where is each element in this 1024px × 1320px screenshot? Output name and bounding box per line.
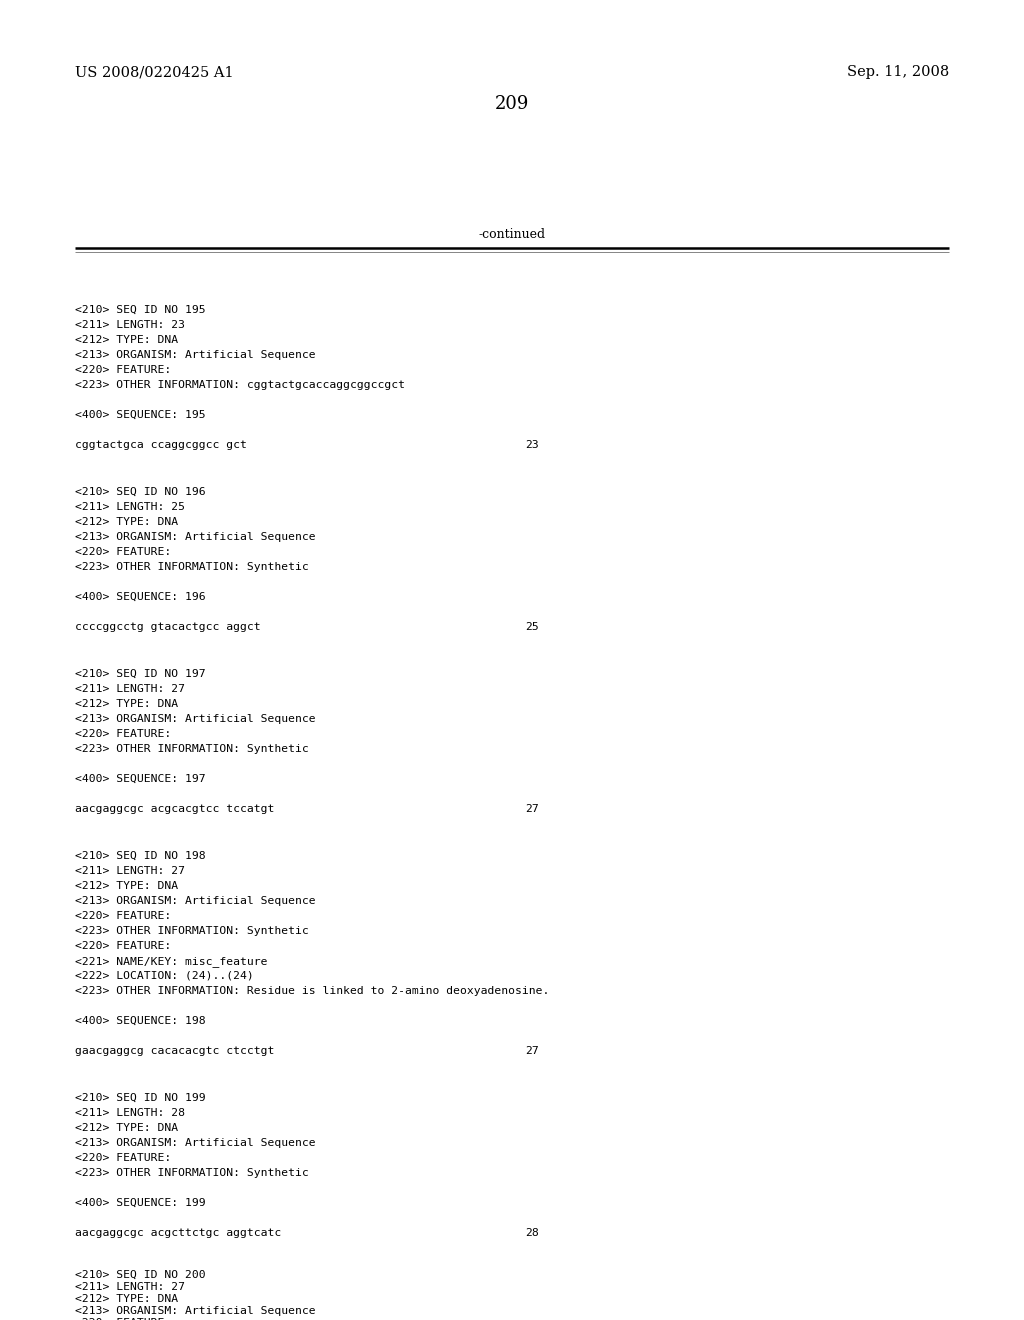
Text: aacgaggcgc acgcacgtcc tccatgt: aacgaggcgc acgcacgtcc tccatgt xyxy=(75,804,274,814)
Text: <210> SEQ ID NO 198: <210> SEQ ID NO 198 xyxy=(75,851,206,861)
Text: ccccggcctg gtacactgcc aggct: ccccggcctg gtacactgcc aggct xyxy=(75,622,261,632)
Text: <221> NAME/KEY: misc_feature: <221> NAME/KEY: misc_feature xyxy=(75,956,267,968)
Text: <213> ORGANISM: Artificial Sequence: <213> ORGANISM: Artificial Sequence xyxy=(75,1138,315,1148)
Text: 23: 23 xyxy=(525,440,539,450)
Text: <212> TYPE: DNA: <212> TYPE: DNA xyxy=(75,517,178,527)
Text: <213> ORGANISM: Artificial Sequence: <213> ORGANISM: Artificial Sequence xyxy=(75,350,315,360)
Text: <222> LOCATION: (24)..(24): <222> LOCATION: (24)..(24) xyxy=(75,972,254,981)
Text: <210> SEQ ID NO 199: <210> SEQ ID NO 199 xyxy=(75,1093,206,1104)
Text: US 2008/0220425 A1: US 2008/0220425 A1 xyxy=(75,65,233,79)
Text: <223> OTHER INFORMATION: cggtactgcaccaggcggccgct: <223> OTHER INFORMATION: cggtactgcaccagg… xyxy=(75,380,406,389)
Text: <211> LENGTH: 27: <211> LENGTH: 27 xyxy=(75,1282,185,1292)
Text: <223> OTHER INFORMATION: Residue is linked to 2-amino deoxyadenosine.: <223> OTHER INFORMATION: Residue is link… xyxy=(75,986,549,997)
Text: 209: 209 xyxy=(495,95,529,114)
Text: <213> ORGANISM: Artificial Sequence: <213> ORGANISM: Artificial Sequence xyxy=(75,714,315,723)
Text: <213> ORGANISM: Artificial Sequence: <213> ORGANISM: Artificial Sequence xyxy=(75,896,315,906)
Text: cggtactgca ccaggcggcc gct: cggtactgca ccaggcggcc gct xyxy=(75,440,247,450)
Text: <223> OTHER INFORMATION: Synthetic: <223> OTHER INFORMATION: Synthetic xyxy=(75,927,309,936)
Text: <400> SEQUENCE: 197: <400> SEQUENCE: 197 xyxy=(75,774,206,784)
Text: <223> OTHER INFORMATION: Synthetic: <223> OTHER INFORMATION: Synthetic xyxy=(75,744,309,754)
Text: aacgaggcgc acgcttctgc aggtcatc: aacgaggcgc acgcttctgc aggtcatc xyxy=(75,1228,282,1238)
Text: <210> SEQ ID NO 197: <210> SEQ ID NO 197 xyxy=(75,669,206,678)
Text: <210> SEQ ID NO 195: <210> SEQ ID NO 195 xyxy=(75,305,206,315)
Text: <400> SEQUENCE: 196: <400> SEQUENCE: 196 xyxy=(75,591,206,602)
Text: <212> TYPE: DNA: <212> TYPE: DNA xyxy=(75,1123,178,1133)
Text: <223> OTHER INFORMATION: Synthetic: <223> OTHER INFORMATION: Synthetic xyxy=(75,1168,309,1177)
Text: Sep. 11, 2008: Sep. 11, 2008 xyxy=(847,65,949,79)
Text: <220> FEATURE:: <220> FEATURE: xyxy=(75,366,171,375)
Text: <211> LENGTH: 27: <211> LENGTH: 27 xyxy=(75,684,185,694)
Text: <400> SEQUENCE: 199: <400> SEQUENCE: 199 xyxy=(75,1199,206,1208)
Text: <400> SEQUENCE: 195: <400> SEQUENCE: 195 xyxy=(75,411,206,420)
Text: 28: 28 xyxy=(525,1228,539,1238)
Text: <212> TYPE: DNA: <212> TYPE: DNA xyxy=(75,335,178,345)
Text: <213> ORGANISM: Artificial Sequence: <213> ORGANISM: Artificial Sequence xyxy=(75,1305,315,1316)
Text: <220> FEATURE:: <220> FEATURE: xyxy=(75,911,171,921)
Text: <220> FEATURE:: <220> FEATURE: xyxy=(75,1152,171,1163)
Text: <210> SEQ ID NO 200: <210> SEQ ID NO 200 xyxy=(75,1270,206,1280)
Text: <210> SEQ ID NO 196: <210> SEQ ID NO 196 xyxy=(75,487,206,498)
Text: <223> OTHER INFORMATION: Synthetic: <223> OTHER INFORMATION: Synthetic xyxy=(75,562,309,572)
Text: <212> TYPE: DNA: <212> TYPE: DNA xyxy=(75,700,178,709)
Text: -continued: -continued xyxy=(478,228,546,242)
Text: <213> ORGANISM: Artificial Sequence: <213> ORGANISM: Artificial Sequence xyxy=(75,532,315,543)
Text: <220> FEATURE:: <220> FEATURE: xyxy=(75,941,171,950)
Text: <400> SEQUENCE: 198: <400> SEQUENCE: 198 xyxy=(75,1016,206,1026)
Text: <212> TYPE: DNA: <212> TYPE: DNA xyxy=(75,1294,178,1304)
Text: <211> LENGTH: 28: <211> LENGTH: 28 xyxy=(75,1107,185,1118)
Text: <211> LENGTH: 25: <211> LENGTH: 25 xyxy=(75,502,185,512)
Text: 27: 27 xyxy=(525,1045,539,1056)
Text: <212> TYPE: DNA: <212> TYPE: DNA xyxy=(75,880,178,891)
Text: <211> LENGTH: 23: <211> LENGTH: 23 xyxy=(75,319,185,330)
Text: gaacgaggcg cacacacgtc ctcctgt: gaacgaggcg cacacacgtc ctcctgt xyxy=(75,1045,274,1056)
Text: <211> LENGTH: 27: <211> LENGTH: 27 xyxy=(75,866,185,876)
Text: 25: 25 xyxy=(525,622,539,632)
Text: <220> FEATURE:: <220> FEATURE: xyxy=(75,546,171,557)
Text: <220> FEATURE:: <220> FEATURE: xyxy=(75,729,171,739)
Text: <220> FEATURE:: <220> FEATURE: xyxy=(75,1317,171,1320)
Text: 27: 27 xyxy=(525,804,539,814)
